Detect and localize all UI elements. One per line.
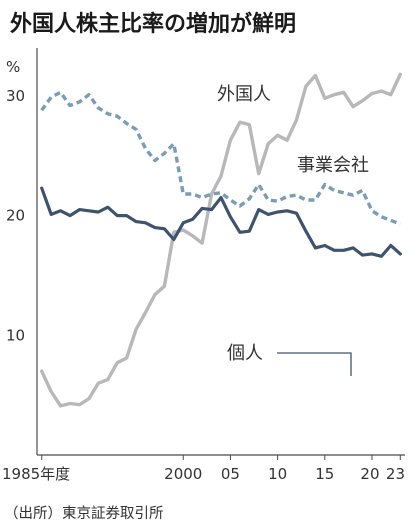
x-tick-label: 05: [221, 465, 240, 483]
x-tick-label: 20: [360, 465, 379, 483]
x-tick-label: 23: [386, 465, 405, 483]
series-layer: [40, 72, 402, 408]
series-line-business: [40, 90, 401, 226]
source-note: （出所）東京証券取引所: [4, 505, 164, 522]
x-tick-label: 2000: [164, 465, 202, 483]
y-axis-ticks: 10 20 30: [6, 87, 25, 344]
y-tick-label: 10: [6, 326, 25, 344]
y-tick-label: 20: [6, 207, 25, 225]
x-tick-label: 15: [315, 465, 334, 483]
individual-label-leader: [277, 352, 352, 376]
y-axis-unit: %: [6, 58, 20, 76]
x-tick-label: 1985年度: [2, 465, 70, 483]
series-label-individual: 個人: [227, 343, 263, 364]
series-labels: 外国人 事業会社 個人: [217, 84, 369, 376]
y-tick-label: 30: [6, 87, 25, 105]
x-axis-ticks: 1985年度 2000 05 10 15 20 23: [2, 455, 405, 483]
series-line-foreign: [40, 72, 402, 408]
series-label-foreign: 外国人: [217, 84, 271, 105]
x-tick-label: 10: [268, 465, 287, 483]
series-line-individual: [40, 186, 402, 258]
series-label-business: 事業会社: [297, 155, 369, 176]
chart-title: 外国人株主比率の増加が鮮明: [10, 11, 296, 37]
